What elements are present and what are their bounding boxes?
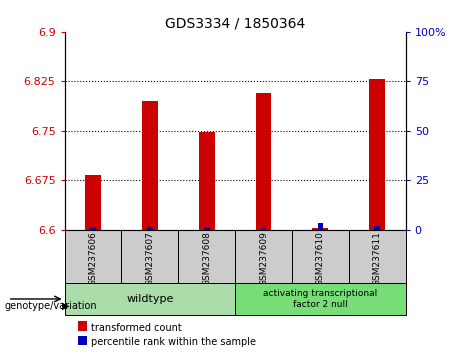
Bar <box>261 227 266 230</box>
Bar <box>369 79 385 230</box>
Bar <box>349 230 406 283</box>
Bar <box>65 283 235 315</box>
Bar <box>235 230 292 283</box>
Bar <box>121 230 178 283</box>
Bar <box>204 227 209 230</box>
Text: GSM237608: GSM237608 <box>202 231 211 286</box>
Bar <box>313 228 328 230</box>
Text: GSM237610: GSM237610 <box>316 231 325 286</box>
Bar <box>147 227 153 230</box>
Text: genotype/variation: genotype/variation <box>5 301 97 311</box>
Bar <box>90 227 96 230</box>
Bar <box>292 230 349 283</box>
Bar <box>374 226 380 230</box>
Text: wildtype: wildtype <box>126 294 173 304</box>
Text: transformed count: transformed count <box>91 323 182 333</box>
Text: activating transcriptional
factor 2 null: activating transcriptional factor 2 null <box>263 289 378 309</box>
Bar <box>142 101 158 230</box>
Title: GDS3334 / 1850364: GDS3334 / 1850364 <box>165 17 305 31</box>
Bar <box>235 283 406 315</box>
Text: GSM237606: GSM237606 <box>89 231 97 286</box>
Bar <box>178 230 235 283</box>
Text: GSM237611: GSM237611 <box>373 231 382 286</box>
Bar <box>255 92 272 230</box>
Text: ▶: ▶ <box>62 301 70 311</box>
Bar <box>199 132 215 230</box>
Bar <box>85 175 101 230</box>
Text: percentile rank within the sample: percentile rank within the sample <box>91 337 256 347</box>
Text: GSM237607: GSM237607 <box>145 231 154 286</box>
Bar <box>318 223 323 230</box>
Text: GSM237609: GSM237609 <box>259 231 268 286</box>
Bar <box>65 230 121 283</box>
